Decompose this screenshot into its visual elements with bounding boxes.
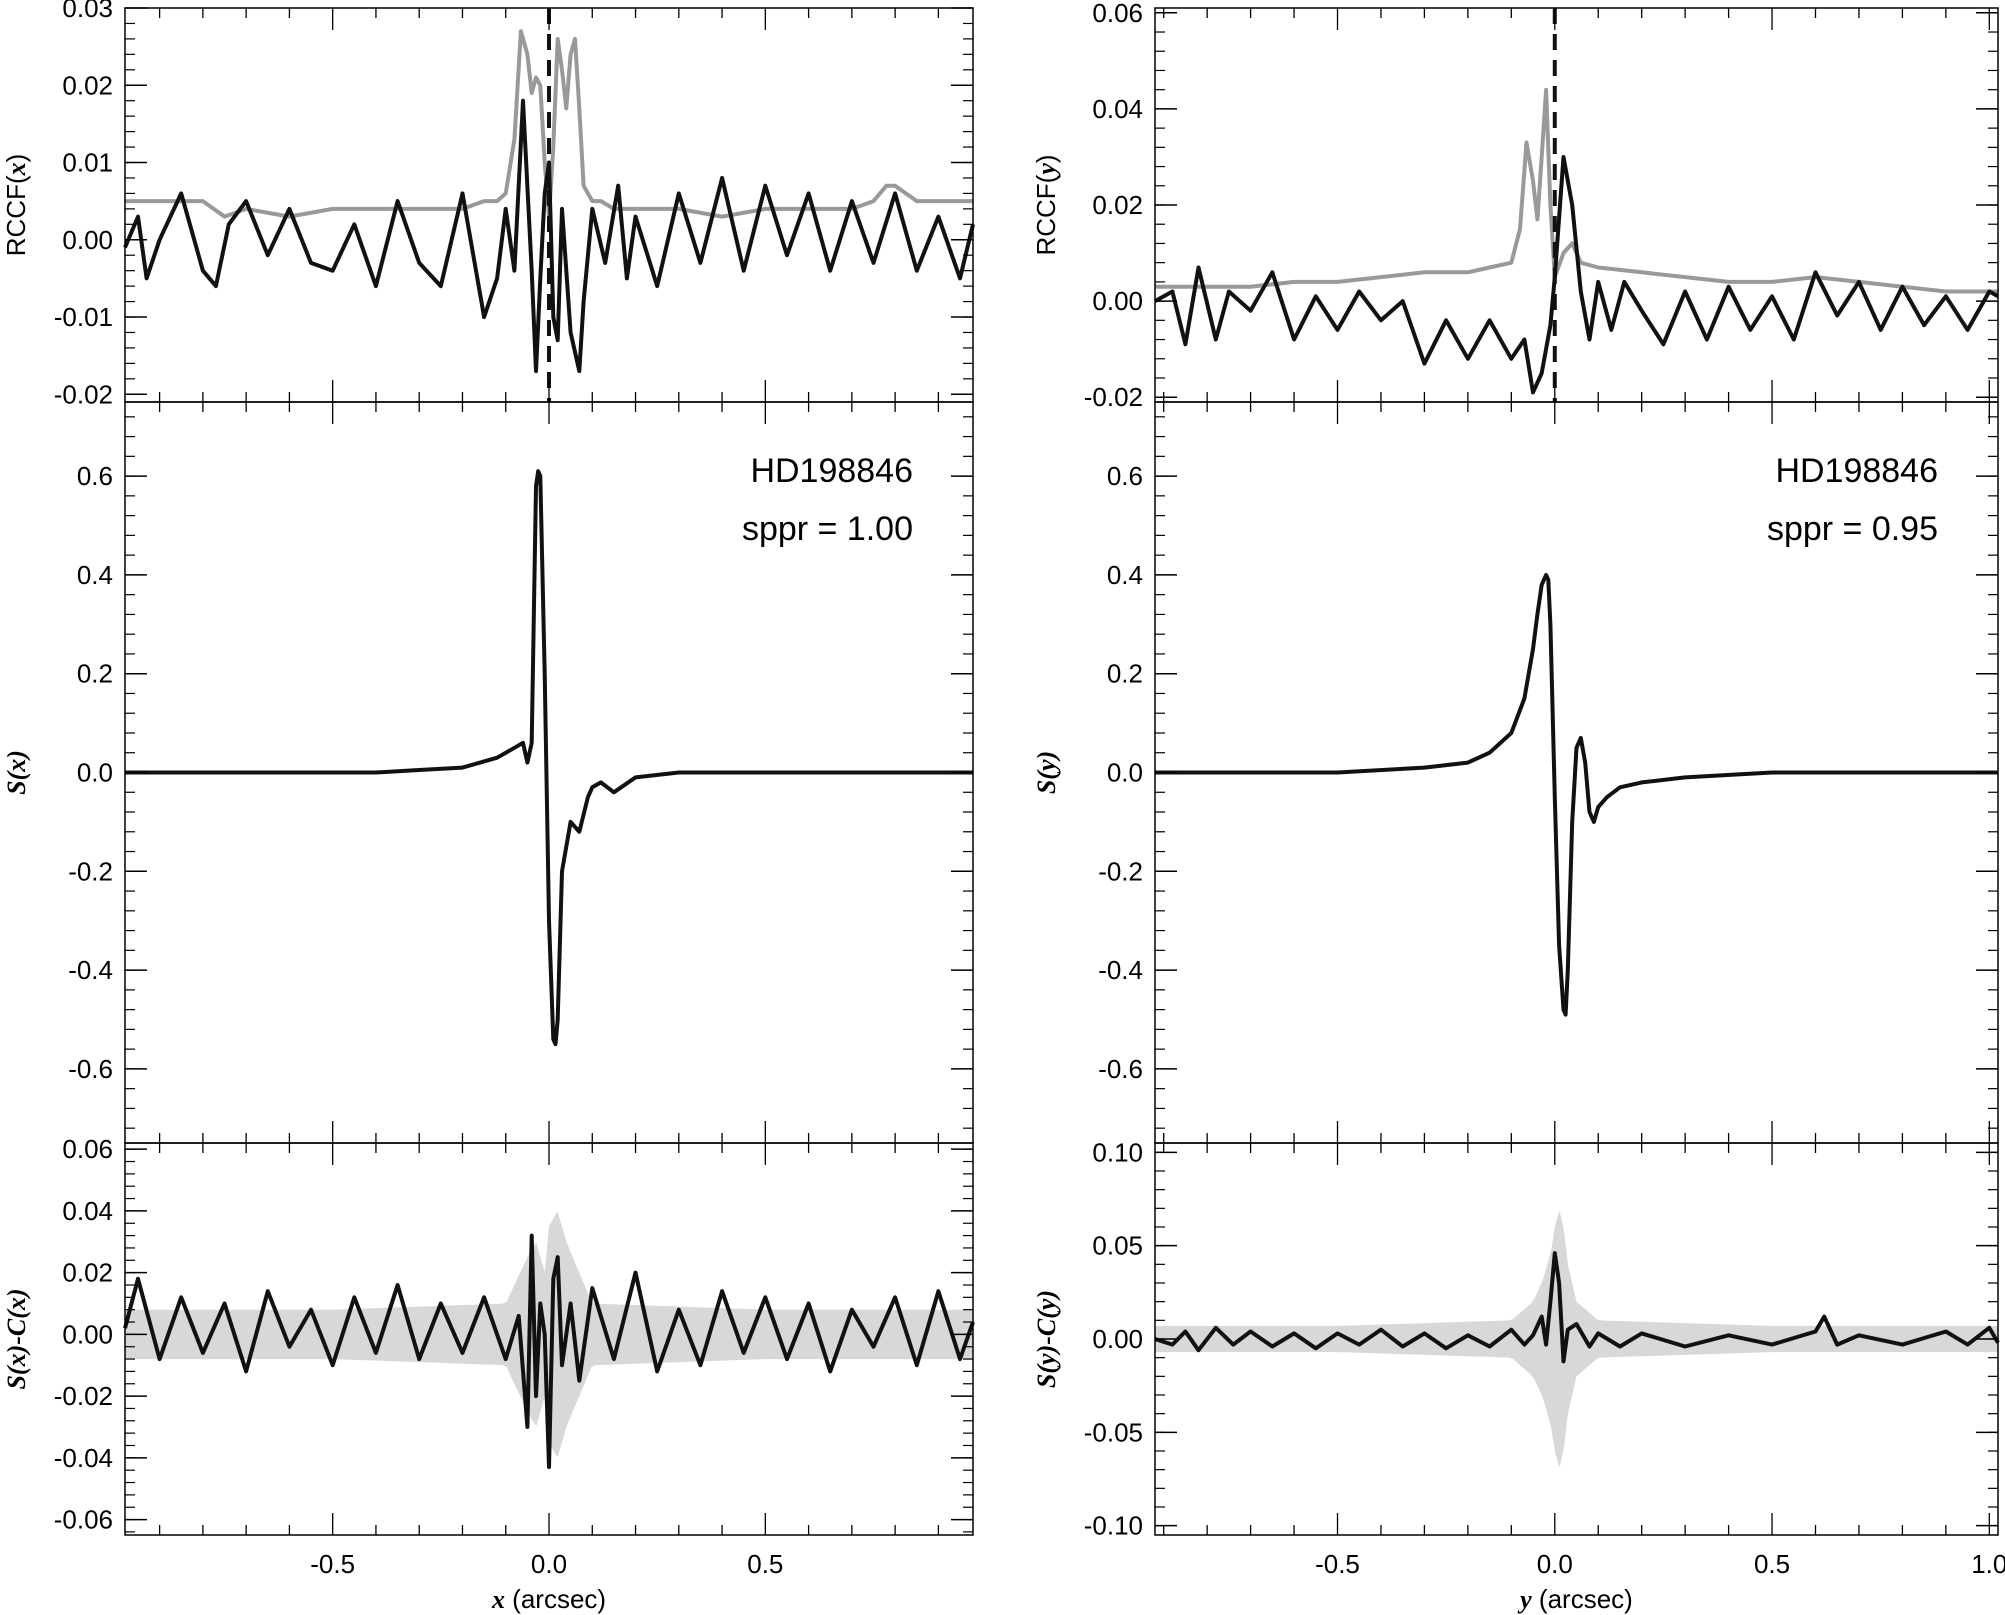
bot-right-ytick-label: -0.05 xyxy=(1084,1417,1143,1447)
bot-left-ytick-label: 0.02 xyxy=(62,1258,113,1288)
top-right-series-line-1 xyxy=(1154,155,1999,395)
bot-right-envelope-band xyxy=(1155,1210,1998,1468)
top-right-ytick-label: 0.04 xyxy=(1092,94,1143,124)
top-right-ylabel: RCCF(y) xyxy=(1031,154,1061,255)
bot-left-xlabel-var: x xyxy=(491,1585,505,1614)
bot-right-ylabel: S(y)-C(y) xyxy=(1032,1290,1061,1388)
bot-left-xtick-label: 0.0 xyxy=(531,1549,567,1579)
mid-right-panel: -0.6 -0.4 -0.2 0.0 0.2 0.4 0.6 S(y) HD198846 sppr… xyxy=(1032,401,1999,1144)
top-left-ylabel-close: ) xyxy=(1,154,31,163)
bot-right-xtick-label: 0.0 xyxy=(1537,1549,1573,1579)
top-right-ytick-label: -0.02 xyxy=(1084,382,1143,412)
mid-left-ytick-label: 0.4 xyxy=(77,560,113,590)
top-left-ytick-label: 0.03 xyxy=(62,0,113,23)
top-left-ytick-label: 0.01 xyxy=(62,148,113,178)
top-left-ylabel-main: RCCF( xyxy=(1,175,31,256)
top-right-ytick-label: 0.00 xyxy=(1092,286,1143,316)
mid-right-ylabel: S(y) xyxy=(1032,751,1061,794)
top-left-ylabel: RCCF(x) xyxy=(1,154,31,257)
mid-right-ytick-label: 0.6 xyxy=(1107,461,1143,491)
bot-right-ytick-label: 0.00 xyxy=(1092,1324,1143,1354)
bot-right-ytick-label: -0.10 xyxy=(1084,1511,1143,1541)
mid-left-ytick-label: 0.6 xyxy=(77,461,113,491)
mid-left-ylabel-var: S(x) xyxy=(2,750,31,795)
mid-right-ytick-label: -0.6 xyxy=(1098,1054,1143,1084)
bot-right-series-line-0 xyxy=(1154,1251,2000,1364)
top-left-ytick-label: 0.00 xyxy=(62,225,113,255)
top-left-ytick-label: -0.02 xyxy=(54,379,113,409)
bot-left-xtick-label: 0.5 xyxy=(747,1549,783,1579)
bot-right-ytick-label: 0.05 xyxy=(1092,1231,1143,1261)
bot-right-panel: -0.10 -0.05 0.00 0.05 0.10 -0.5 0.0 0.5 1.0 y (ar… xyxy=(1032,1137,2005,1614)
bot-left-envelope-band xyxy=(125,1211,973,1458)
top-right-frame xyxy=(1154,7,1999,403)
bot-left-ylabel-var: S(x)-C(x) xyxy=(2,1288,31,1389)
top-left-ytick-label: 0.02 xyxy=(62,70,113,100)
top-right-ytick-label: 0.02 xyxy=(1092,190,1143,220)
bot-right-xtick-label: -0.5 xyxy=(1315,1549,1360,1579)
bot-left-ytick-label: 0.04 xyxy=(62,1196,113,1226)
mid-right-ytick-label: 0.2 xyxy=(1107,659,1143,689)
mid-right-annotation-line: HD198846 xyxy=(1775,452,1938,490)
mid-left-annotation-line: HD198846 xyxy=(750,452,913,490)
bot-right-ylabel-var: S(y)-C(y) xyxy=(1032,1290,1061,1388)
bot-right-ytick-label: 0.10 xyxy=(1092,1137,1143,1167)
mid-right-ylabel-var: S(y) xyxy=(1032,751,1061,794)
top-right-ytick-label: 0.06 xyxy=(1092,0,1143,28)
top-left-panel: -0.02 -0.01 0.00 0.01 0.02 0.03 RCCF(x) xyxy=(1,0,975,409)
top-right-ylabel-var: y xyxy=(1032,163,1061,178)
mid-left-ylabel: S(x) xyxy=(2,750,31,795)
top-right-panel: -0.02 0.00 0.02 0.04 0.06 RCCF(y) xyxy=(1031,0,1999,412)
mid-left-ytick-label: -0.4 xyxy=(68,955,113,985)
mid-left-ytick-label: -0.6 xyxy=(68,1054,113,1084)
mid-right-ytick-label: 0.4 xyxy=(1107,560,1143,590)
top-right-series-line-0 xyxy=(1155,87,1998,294)
mid-left-panel: -0.6 -0.4 -0.2 0.0 0.2 0.4 0.6 S(x) HD198846 sppr… xyxy=(2,401,974,1144)
bot-left-panel: -0.06 -0.04 -0.02 0.00 0.02 0.04 0.06 -0.5 0.0 0.… xyxy=(2,1134,975,1614)
mid-left-series-line-0 xyxy=(125,469,973,1047)
bot-right-xlabel: y (arcsec) xyxy=(1517,1584,1633,1614)
bot-left-ytick-label: 0.00 xyxy=(62,1319,113,1349)
bot-left-xlabel-text: (arcsec) xyxy=(505,1584,606,1614)
mid-left-ytick-label: -0.2 xyxy=(68,856,113,886)
top-right-ylabel-main: RCCF( xyxy=(1031,174,1061,255)
top-left-ytick-label: -0.01 xyxy=(54,302,113,332)
bot-left-series-line-0 xyxy=(123,1233,975,1470)
mid-right-ytick-label: 0.0 xyxy=(1107,758,1143,788)
bot-right-xlabel-text: (arcsec) xyxy=(1532,1584,1633,1614)
bot-left-ylabel: S(x)-C(x) xyxy=(2,1288,31,1389)
mid-left-ytick-label: 0.2 xyxy=(77,659,113,689)
bot-left-ytick-label: -0.06 xyxy=(54,1505,113,1535)
bot-right-xtick-label: 0.5 xyxy=(1754,1549,1790,1579)
bot-left-ytick-label: -0.02 xyxy=(54,1381,113,1411)
bot-left-xlabel: x (arcsec) xyxy=(491,1584,606,1614)
mid-left-ytick-label: 0.0 xyxy=(77,758,113,788)
top-right-ylabel-close: ) xyxy=(1031,154,1061,163)
bot-right-xtick-label: 1.0 xyxy=(1971,1549,2005,1579)
bot-left-ytick-label: 0.06 xyxy=(62,1134,113,1164)
top-left-ylabel-var: x xyxy=(2,162,31,176)
mid-right-ytick-label: -0.4 xyxy=(1098,955,1143,985)
bot-left-ytick-label: -0.04 xyxy=(54,1443,113,1473)
mid-right-ytick-label: -0.2 xyxy=(1098,856,1143,886)
mid-left-annotation-line: sppr = 1.00 xyxy=(742,510,913,548)
mid-right-annotation-line: sppr = 0.95 xyxy=(1767,510,1938,548)
top-left-series-line-1 xyxy=(123,98,975,374)
bot-left-xtick-label: -0.5 xyxy=(310,1549,355,1579)
bot-right-xlabel-var: y xyxy=(1517,1585,1532,1614)
mid-right-series-line-0 xyxy=(1155,572,1998,1017)
